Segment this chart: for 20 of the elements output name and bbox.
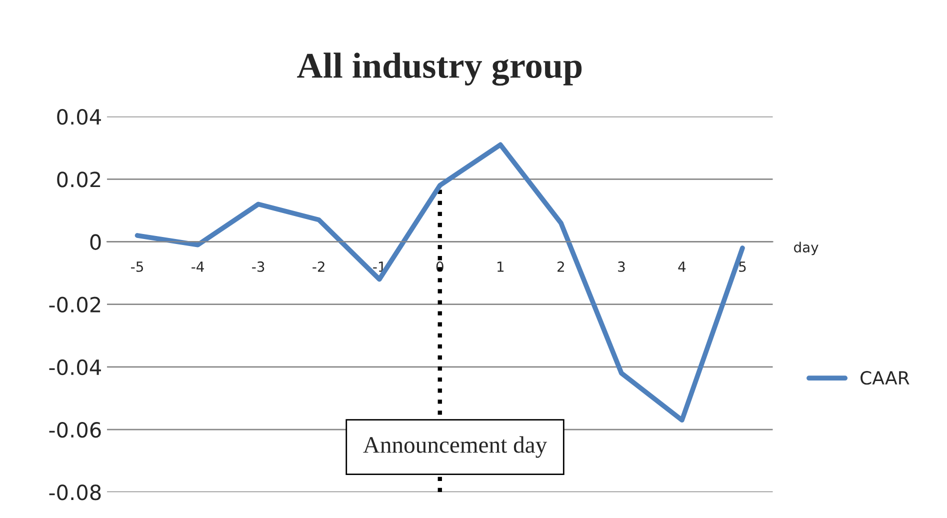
x-axis-title: day xyxy=(794,242,818,256)
y-tick-label: -0.04 xyxy=(49,359,101,376)
x-tick-label: 1 xyxy=(498,262,504,272)
x-tick-label: 3 xyxy=(618,261,625,272)
legend-label: CAAR xyxy=(860,371,910,385)
chart-title: All industry group xyxy=(297,52,582,86)
x-tick-label: -2 xyxy=(312,261,324,272)
y-tick-label: -0.02 xyxy=(49,296,100,313)
y-tick-label: 0.04 xyxy=(57,109,101,125)
y-tick-label: -0.08 xyxy=(49,484,101,500)
y-tick-label: 0.02 xyxy=(57,172,100,188)
x-tick-label: -5 xyxy=(131,262,143,272)
y-tick-label: 0 xyxy=(90,234,101,250)
x-tick-label: 4 xyxy=(678,262,686,272)
x-tick-label: 5 xyxy=(739,262,746,272)
x-tick-label: -4 xyxy=(192,262,204,272)
x-tick-label: -3 xyxy=(252,261,264,272)
x-tick-label: 2 xyxy=(558,261,564,272)
y-tick-label: -0.06 xyxy=(49,422,101,438)
ref-line-label: Announcement day xyxy=(363,436,548,458)
